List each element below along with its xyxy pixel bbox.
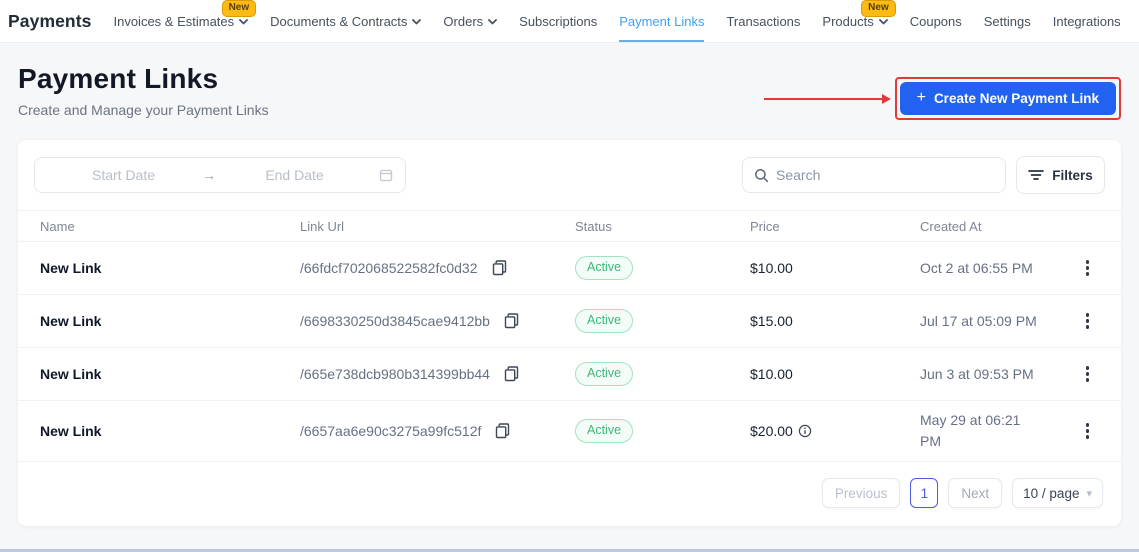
payment-link-name: New Link <box>40 366 102 382</box>
row-actions-menu-icon[interactable] <box>1080 309 1096 333</box>
created-at: Jul 17 at 05:09 PM <box>920 312 1037 329</box>
date-range-picker[interactable]: Start Date → End Date <box>34 157 406 193</box>
price-value: $15.00 <box>750 313 793 329</box>
nav-item-products[interactable]: Products New <box>822 0 896 42</box>
nav-item-subscriptions[interactable]: Subscriptions <box>519 0 597 42</box>
copy-icon[interactable] <box>492 260 507 276</box>
payment-link-name: New Link <box>40 260 102 276</box>
nav-item-coupons[interactable]: Coupons <box>910 0 962 42</box>
created-at: Jun 3 at 09:53 PM <box>920 365 1034 382</box>
nav-item-label: Documents & Contracts <box>270 13 408 29</box>
payment-link-name: New Link <box>40 313 102 329</box>
pagination: Previous 1 Next 10 / page ▾ <box>18 462 1121 526</box>
page-title: Payment Links <box>18 63 219 94</box>
previous-page-button[interactable]: Previous <box>821 478 901 508</box>
nav-item-transactions[interactable]: Transactions <box>726 0 800 42</box>
column-header-status: Status <box>575 218 612 234</box>
nav-item-label: Integrations <box>1052 13 1121 29</box>
payment-link-url: /6657aa6e90c3275a99fc512f <box>300 423 482 439</box>
chevron-down-icon <box>488 18 498 25</box>
range-arrow-icon: → <box>202 167 216 183</box>
table-row: New Link /6698330250d3845cae9412bb Activ… <box>18 295 1121 348</box>
table-row: New Link /66fdcf702068522582fc0d32 Activ… <box>18 242 1121 295</box>
annotation-arrow <box>763 93 891 104</box>
new-badge: New <box>221 0 257 17</box>
created-at: Oct 2 at 06:55 PM <box>920 259 1033 276</box>
annotation-highlight-box: + Create New Payment Link <box>894 77 1121 120</box>
row-actions-menu-icon[interactable] <box>1080 419 1096 443</box>
chevron-down-icon <box>878 18 888 25</box>
nav-item-label: Payment Links <box>619 13 705 29</box>
nav-item-payment-links[interactable]: Payment Links <box>619 0 705 42</box>
payment-link-url: /665e738dcb980b314399bb44 <box>300 366 490 382</box>
row-actions-menu-icon[interactable] <box>1080 362 1096 386</box>
calendar-icon <box>379 168 393 182</box>
price-value: $10.00 <box>750 366 793 382</box>
nav-item-label: Coupons <box>909 13 962 29</box>
page-number-button[interactable]: 1 <box>910 478 939 508</box>
price-value: $20.00 <box>750 423 793 439</box>
page-header: Payment Links Create and Manage your Pay… <box>0 43 1139 126</box>
price-value: $10.00 <box>750 260 793 276</box>
chevron-down-icon <box>412 18 422 25</box>
status-badge: Active <box>575 362 634 386</box>
app-title: Payments <box>8 10 92 31</box>
search-box[interactable] <box>742 157 1006 193</box>
column-header-name: Name <box>40 218 75 234</box>
payment-links-card: Start Date → End Date Filters Name <box>18 140 1121 526</box>
status-badge: Active <box>575 256 634 280</box>
nav-item-label: Invoices & Estimates <box>113 13 235 29</box>
page-size-label: 10 / page <box>1023 485 1080 501</box>
table-body: New Link /66fdcf702068522582fc0d32 Activ… <box>18 242 1121 462</box>
table-row: New Link /6657aa6e90c3275a99fc512f Activ… <box>18 401 1121 462</box>
chevron-down-icon: ▾ <box>1086 488 1092 500</box>
page-size-select[interactable]: 10 / page ▾ <box>1012 478 1103 508</box>
filters-button[interactable]: Filters <box>1016 156 1105 194</box>
created-at: May 29 at 06:21 PM <box>920 412 1021 449</box>
status-badge: Active <box>575 419 634 443</box>
nav-item-label: Settings <box>983 13 1031 29</box>
column-header-created-at: Created At <box>920 218 982 234</box>
table-row: New Link /665e738dcb980b314399bb44 Activ… <box>18 348 1121 401</box>
nav-item-integrations[interactable]: Integrations <box>1053 0 1121 42</box>
status-badge: Active <box>575 309 634 333</box>
page-subtitle: Create and Manage your Payment Links <box>18 102 269 118</box>
start-date-input[interactable]: Start Date <box>91 167 156 183</box>
create-button-label: Create New Payment Link <box>933 91 1099 106</box>
info-icon[interactable] <box>798 424 812 438</box>
copy-icon[interactable] <box>504 366 519 382</box>
nav-item-invoices-estimates[interactable]: Invoices & Estimates New <box>113 0 257 42</box>
nav-item-orders[interactable]: Orders <box>443 0 498 42</box>
create-new-payment-link-button[interactable]: + Create New Payment Link <box>899 82 1116 115</box>
nav-item-label: Orders <box>443 13 484 29</box>
nav-item-settings[interactable]: Settings <box>984 0 1031 42</box>
nav-item-label: Subscriptions <box>519 13 598 29</box>
nav-item-label: Transactions <box>726 13 801 29</box>
plus-icon: + <box>916 89 926 106</box>
row-actions-menu-icon[interactable] <box>1080 256 1096 280</box>
next-page-button[interactable]: Next <box>948 478 1003 508</box>
payment-link-url: /66fdcf702068522582fc0d32 <box>300 260 478 276</box>
nav-item-label: Products <box>822 13 874 29</box>
copy-icon[interactable] <box>495 423 510 439</box>
payment-link-url: /6698330250d3845cae9412bb <box>300 313 490 329</box>
new-badge: New <box>861 0 896 17</box>
filter-lines-icon <box>1028 169 1045 181</box>
column-header-price: Price <box>750 218 780 234</box>
top-nav: Payments Invoices & Estimates New Docume… <box>0 0 1139 43</box>
end-date-input[interactable]: End Date <box>265 167 324 183</box>
window-edge <box>0 549 1139 552</box>
search-input[interactable] <box>776 167 994 183</box>
search-icon <box>754 168 769 183</box>
payment-link-name: New Link <box>40 423 102 439</box>
nav-item-documents-contracts[interactable]: Documents & Contracts <box>270 0 422 42</box>
column-header-link-url: Link Url <box>300 218 345 234</box>
copy-icon[interactable] <box>504 313 519 329</box>
chevron-down-icon <box>239 18 249 25</box>
filter-bar: Start Date → End Date Filters <box>18 140 1121 210</box>
nav-items: Invoices & Estimates New Documents & Con… <box>113 0 1121 42</box>
filters-button-label: Filters <box>1052 167 1093 183</box>
table-header: Name Link Url Status Price Created At <box>18 210 1121 242</box>
